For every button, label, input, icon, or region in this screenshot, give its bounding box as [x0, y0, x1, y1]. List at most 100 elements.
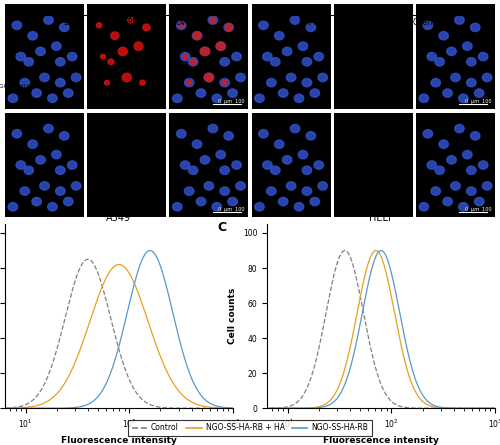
Ellipse shape — [294, 94, 304, 102]
Ellipse shape — [450, 73, 460, 81]
Y-axis label: Cell counts: Cell counts — [228, 288, 237, 344]
Ellipse shape — [40, 182, 50, 190]
Ellipse shape — [44, 16, 53, 24]
Ellipse shape — [184, 78, 194, 87]
Ellipse shape — [458, 94, 468, 102]
Text: 0  μm  100: 0 μm 100 — [218, 98, 244, 104]
Ellipse shape — [224, 23, 234, 32]
Ellipse shape — [212, 94, 222, 102]
Ellipse shape — [216, 42, 226, 50]
Ellipse shape — [122, 73, 132, 82]
Ellipse shape — [216, 150, 226, 159]
Text: DAPI: DAPI — [298, 18, 316, 27]
Ellipse shape — [254, 202, 264, 211]
Ellipse shape — [220, 187, 230, 195]
Ellipse shape — [478, 53, 488, 61]
Ellipse shape — [314, 53, 324, 61]
Text: 0  μm  100: 0 μm 100 — [218, 207, 244, 212]
Ellipse shape — [443, 89, 452, 97]
Ellipse shape — [262, 161, 272, 169]
Ellipse shape — [128, 17, 134, 23]
Ellipse shape — [470, 23, 480, 32]
Ellipse shape — [176, 129, 186, 138]
Ellipse shape — [48, 94, 57, 102]
Ellipse shape — [108, 59, 114, 65]
Ellipse shape — [482, 182, 492, 190]
X-axis label: Fluorescence intensity: Fluorescence intensity — [323, 436, 439, 445]
Ellipse shape — [454, 125, 464, 133]
Ellipse shape — [282, 47, 292, 56]
Ellipse shape — [192, 32, 202, 40]
Ellipse shape — [12, 129, 22, 138]
Ellipse shape — [222, 80, 228, 85]
Ellipse shape — [278, 198, 288, 206]
Ellipse shape — [458, 202, 468, 211]
Ellipse shape — [110, 32, 119, 40]
Ellipse shape — [28, 140, 38, 148]
Ellipse shape — [208, 16, 218, 24]
Ellipse shape — [216, 42, 226, 50]
Ellipse shape — [431, 187, 440, 195]
Ellipse shape — [24, 58, 34, 66]
Ellipse shape — [12, 21, 22, 29]
Ellipse shape — [462, 42, 472, 50]
Text: RB: RB — [127, 18, 138, 27]
Ellipse shape — [236, 182, 246, 190]
Ellipse shape — [200, 156, 209, 164]
Ellipse shape — [104, 81, 110, 85]
Ellipse shape — [439, 32, 448, 40]
Text: DAPI: DAPI — [64, 18, 82, 27]
Ellipse shape — [172, 202, 182, 211]
Text: RB: RB — [362, 18, 373, 27]
Ellipse shape — [188, 166, 198, 174]
Ellipse shape — [200, 47, 209, 56]
Ellipse shape — [56, 187, 65, 195]
Ellipse shape — [443, 198, 452, 206]
Ellipse shape — [466, 166, 476, 174]
Ellipse shape — [318, 73, 328, 81]
Text: HELF: HELF — [355, 11, 380, 21]
Ellipse shape — [474, 198, 484, 206]
Ellipse shape — [232, 53, 241, 61]
Ellipse shape — [68, 53, 77, 61]
Ellipse shape — [60, 132, 69, 140]
Text: NGO-SS-HA-
RB+HA: NGO-SS-HA- RB+HA — [0, 84, 32, 94]
Ellipse shape — [427, 161, 436, 169]
Ellipse shape — [254, 94, 264, 102]
Ellipse shape — [28, 32, 38, 40]
Ellipse shape — [298, 150, 308, 159]
Ellipse shape — [294, 202, 304, 211]
Ellipse shape — [274, 140, 284, 148]
Ellipse shape — [210, 17, 216, 23]
Ellipse shape — [68, 161, 77, 169]
Ellipse shape — [36, 47, 46, 56]
Ellipse shape — [56, 166, 65, 174]
Ellipse shape — [196, 89, 205, 97]
Ellipse shape — [258, 21, 268, 29]
Ellipse shape — [20, 187, 30, 195]
Ellipse shape — [224, 132, 234, 140]
Text: C: C — [217, 221, 226, 234]
Ellipse shape — [286, 73, 296, 81]
X-axis label: Fluorescence intensity: Fluorescence intensity — [61, 436, 177, 445]
Ellipse shape — [220, 78, 230, 87]
Text: 0  μm  100: 0 μm 100 — [464, 207, 491, 212]
Ellipse shape — [208, 125, 218, 133]
Ellipse shape — [228, 89, 237, 97]
Ellipse shape — [466, 78, 476, 87]
Ellipse shape — [258, 129, 268, 138]
Ellipse shape — [180, 161, 190, 169]
Ellipse shape — [72, 73, 81, 81]
Ellipse shape — [140, 80, 145, 85]
Ellipse shape — [56, 78, 65, 87]
Ellipse shape — [236, 73, 246, 81]
Ellipse shape — [419, 94, 428, 102]
Ellipse shape — [310, 89, 320, 97]
Ellipse shape — [310, 198, 320, 206]
Ellipse shape — [48, 202, 57, 211]
Ellipse shape — [64, 89, 73, 97]
Ellipse shape — [423, 129, 432, 138]
Ellipse shape — [16, 161, 26, 169]
Ellipse shape — [8, 202, 18, 211]
Ellipse shape — [482, 73, 492, 81]
